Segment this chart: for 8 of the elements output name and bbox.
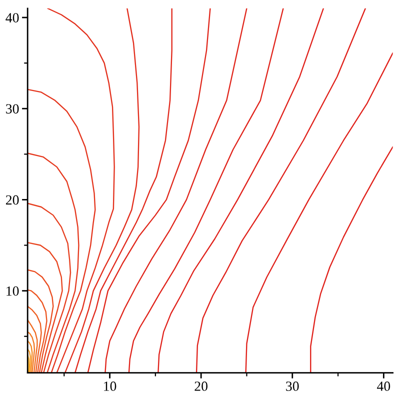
y-tick-label: 20 bbox=[6, 195, 19, 205]
y-tick-label: 10 bbox=[6, 286, 19, 296]
x-tick-label: 20 bbox=[194, 382, 208, 391]
x-tick-label: 30 bbox=[286, 382, 299, 391]
x-tick-label: 40 bbox=[376, 382, 390, 391]
y-tick-label: 30 bbox=[6, 104, 19, 114]
y-tick-label: 40 bbox=[6, 13, 19, 22]
x-tick-label: 10 bbox=[104, 382, 116, 391]
